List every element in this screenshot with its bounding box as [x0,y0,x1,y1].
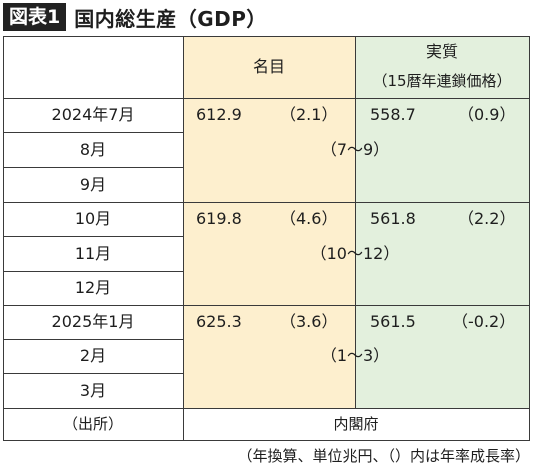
table-border-left [3,36,4,441]
real-header: 実質 [425,42,458,61]
source-label: （出所） [62,415,123,433]
real-value: 561.5 [370,312,416,331]
label-column-divider [183,36,184,441]
nominal-header: 名目 [252,57,285,76]
real-value: 561.8 [370,209,416,228]
row-label: 3月 [79,381,107,400]
row-label: 12月 [74,278,112,297]
quarter-range: （7〜9） [320,140,390,159]
figure-title: 国内総生産（GDP） [74,6,267,31]
nominal-value: 612.9 [196,105,242,124]
quarter-range: （1〜3） [320,346,390,365]
row-label: 2025年1月 [51,312,135,331]
row-divider [3,167,183,168]
row-label: 8月 [79,140,107,159]
nominal-real-divider [355,36,356,408]
real-growth-rate: （-0.2） [452,312,516,331]
row-divider [3,271,183,272]
nominal-value: 625.3 [196,312,242,331]
quarter-divider [3,202,530,203]
real-value: 558.7 [370,105,416,124]
table-border-bottom [3,440,530,441]
row-label: 10月 [74,209,112,228]
row-divider [3,236,183,237]
row-divider [3,132,183,133]
row-divider [3,373,183,374]
row-label: 2月 [79,346,107,365]
row-label: 11月 [74,244,112,263]
real-growth-rate: （2.2） [458,209,516,228]
row-label: 2024年7月 [51,105,135,124]
nominal-value: 619.8 [196,209,242,228]
row-label: 9月 [79,175,107,194]
row-divider [3,339,183,340]
table-border-right [529,36,530,441]
nominal-growth-rate: （4.6） [280,209,338,228]
nominal-growth-rate: （2.1） [280,105,338,124]
quarter-divider [3,305,530,306]
header-divider [3,98,530,99]
source-value: 内閣府 [333,415,379,433]
figure-header: 図表1 国内総生産（GDP） [3,3,267,31]
footnote: （年換算、単位兆円、（）内は年率成長率） [237,447,530,465]
source-divider [3,408,530,409]
quarter-range: （10〜12） [310,244,400,263]
nominal-growth-rate: （3.6） [280,312,338,331]
table-border-top [3,36,530,37]
real-growth-rate: （0.9） [458,105,516,124]
real-subheader: （15暦年連鎖価格） [372,72,512,90]
figure-badge: 図表1 [3,3,67,31]
